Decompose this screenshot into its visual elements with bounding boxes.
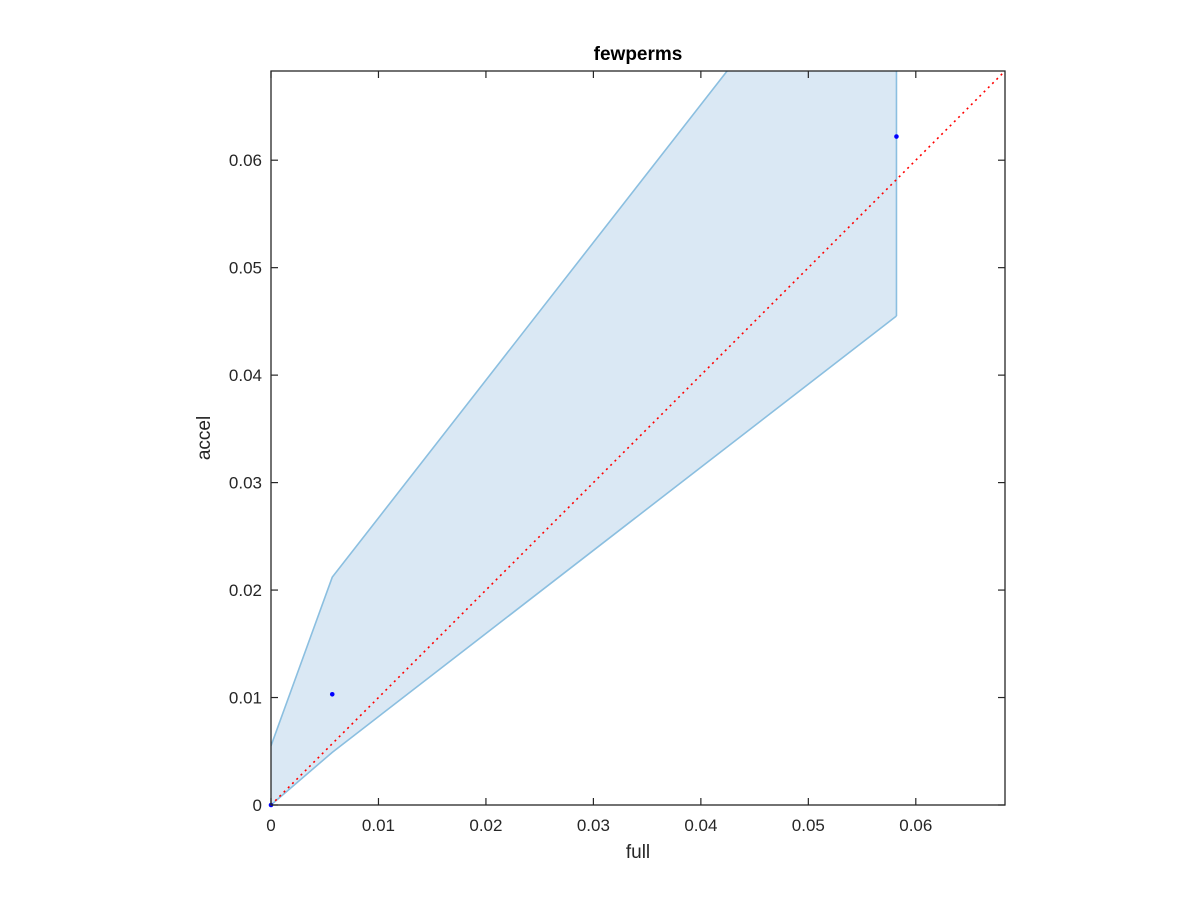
x-tick-label: 0.05 xyxy=(792,816,825,835)
x-tick-label: 0.03 xyxy=(577,816,610,835)
x-tick-label: 0.02 xyxy=(469,816,502,835)
y-tick-label: 0 xyxy=(253,796,262,815)
y-tick-label: 0.05 xyxy=(229,259,262,278)
y-tick-label: 0.04 xyxy=(229,366,262,385)
y-tick-label: 0.02 xyxy=(229,581,262,600)
confidence-band-fill xyxy=(271,71,897,805)
x-tick-label: 0 xyxy=(266,816,275,835)
y-axis-label: accel xyxy=(194,416,215,460)
identity-reference-line xyxy=(271,71,1005,805)
y-tick-label: 0.03 xyxy=(229,474,262,493)
confidence-band-upper-edge xyxy=(271,71,729,747)
data-point xyxy=(329,692,335,697)
x-tick-label: 0.01 xyxy=(362,816,395,835)
y-tick-label: 0.01 xyxy=(229,689,262,708)
data-point xyxy=(894,134,899,139)
y-tick-label: 0.06 xyxy=(229,151,262,170)
confidence-band-lower-edge xyxy=(271,315,897,805)
chart-title: fewperms xyxy=(594,44,683,65)
x-tick-label: 0.04 xyxy=(684,816,717,835)
x-axis-label: full xyxy=(626,842,650,863)
axes-box xyxy=(270,70,1006,806)
x-tick-label: 0.06 xyxy=(899,816,932,835)
